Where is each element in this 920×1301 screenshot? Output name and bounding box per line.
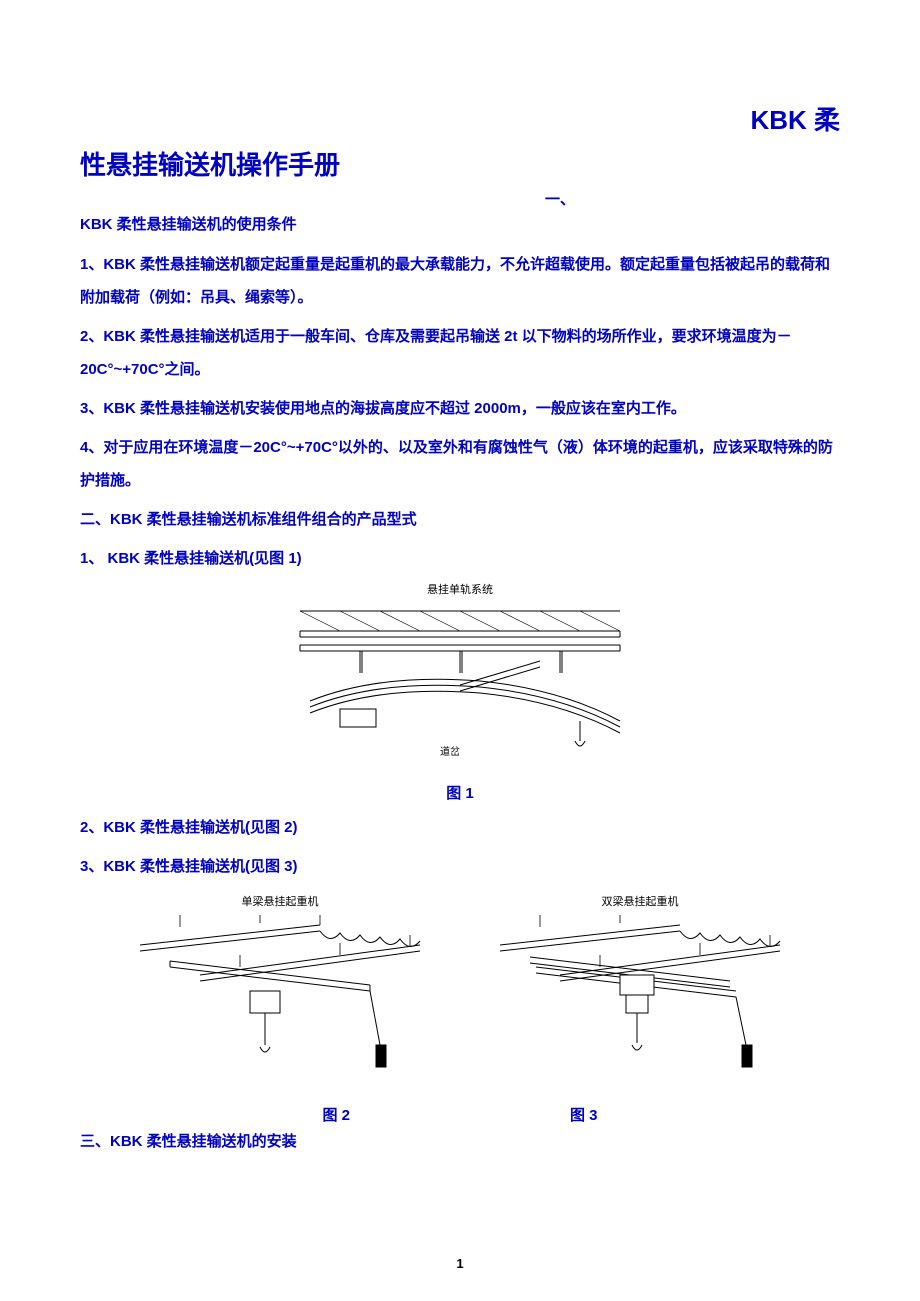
title-part-2: 性悬挂输送机操作手册 — [80, 145, 840, 182]
figure-2-3-captions: 图 2 图 3 — [80, 1098, 840, 1125]
list-item-3: 3、KBK 柔性悬挂输送机(见图 3) — [80, 850, 840, 883]
figure-2-label: 单梁悬挂起重机 — [120, 893, 440, 909]
section-3-title: 三、KBK 柔性悬挂输送机的安装 — [80, 1125, 840, 1158]
figure-2-diagram — [120, 915, 440, 1085]
figure-3-container: 双梁悬挂起重机 — [480, 893, 800, 1090]
figure-2-container: 单梁悬挂起重机 — [120, 893, 440, 1090]
title-part-1: KBK 柔 — [80, 100, 840, 137]
paragraph-2: 2、KBK 柔性悬挂输送机适用于一般车间、仓库及需要起吊输送 2t 以下物料的场… — [80, 320, 840, 386]
figure-2-caption: 图 2 — [322, 1104, 350, 1125]
figure-3-label: 双梁悬挂起重机 — [480, 893, 800, 909]
figure-1-label-top: 悬挂单轨系统 — [280, 581, 640, 597]
figure-1-diagram — [280, 601, 640, 771]
figure-3-caption: 图 3 — [570, 1104, 598, 1125]
page-number: 1 — [456, 1256, 463, 1271]
figure-1-label-switch: 道岔 — [440, 743, 460, 758]
figure-2-3-row: 单梁悬挂起重机 — [80, 893, 840, 1090]
figure-3-diagram — [480, 915, 800, 1085]
paragraph-4: 4、对于应用在环境温度－20C°~+70C°以外的、以及室外和有腐蚀性气（液）体… — [80, 431, 840, 497]
section-1-title: KBK 柔性悬挂输送机的使用条件 — [80, 213, 840, 234]
paragraph-3: 3、KBK 柔性悬挂输送机安装使用地点的海拔高度应不超过 2000m，一般应该在… — [80, 392, 840, 425]
figure-1-container: 悬挂单轨系统 — [80, 581, 840, 803]
list-item-1: 1、 KBK 柔性悬挂输送机(见图 1) — [80, 542, 840, 575]
section-2-title: 二、KBK 柔性悬挂输送机标准组件组合的产品型式 — [80, 503, 840, 536]
figure-1-caption: 图 1 — [80, 782, 840, 803]
section-1-number: 一、 — [280, 188, 840, 209]
paragraph-1: 1、KBK 柔性悬挂输送机额定起重量是起重机的最大承载能力，不允许超载使用。额定… — [80, 248, 840, 314]
list-item-2: 2、KBK 柔性悬挂输送机(见图 2) — [80, 811, 840, 844]
